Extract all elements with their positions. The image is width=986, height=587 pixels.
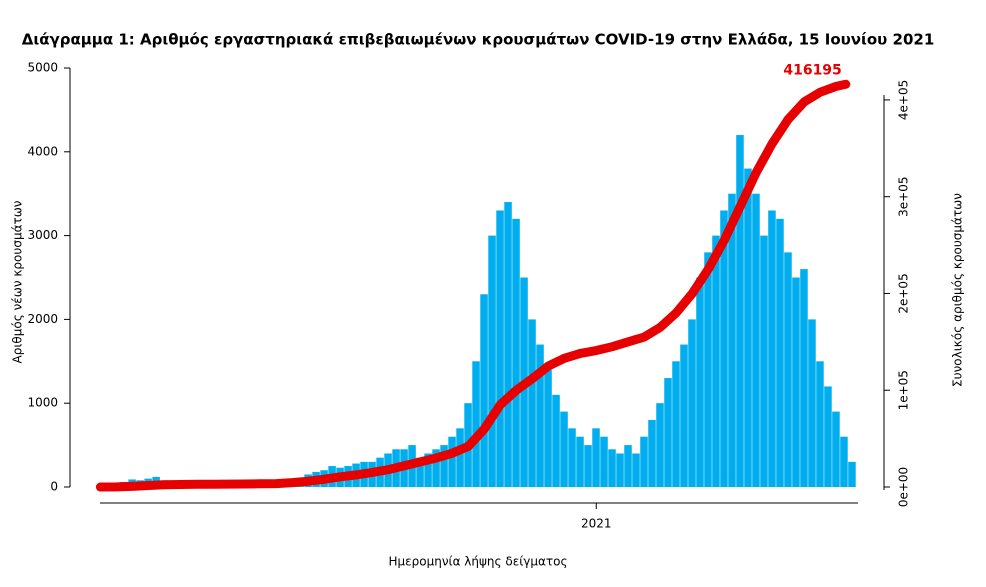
- bar: [736, 135, 744, 488]
- bar: [576, 436, 584, 487]
- bar: [744, 168, 752, 487]
- bar: [712, 235, 720, 487]
- bar: [528, 319, 536, 487]
- bar: [816, 361, 824, 487]
- y-tick-label: 1000: [27, 396, 58, 410]
- bar: [424, 453, 432, 487]
- bar: [496, 210, 504, 487]
- bar: [544, 369, 552, 487]
- bar: [768, 210, 776, 487]
- bar: [640, 436, 648, 487]
- y2-tick-label: 4e+05: [897, 80, 911, 120]
- y-axis-title: Αριθμός νέων κρουσμάτων: [11, 200, 25, 363]
- bar: [760, 235, 768, 487]
- bar: [832, 411, 840, 487]
- y2-tick-label: 2e+05: [897, 273, 911, 313]
- bar: [728, 193, 736, 487]
- y-tick-label: 4000: [27, 144, 58, 158]
- bar: [792, 277, 800, 487]
- bar: [552, 394, 560, 487]
- y-tick-label: 5000: [27, 61, 58, 75]
- y2-tick-label: 3e+05: [897, 177, 911, 217]
- x-tick-label: 2021: [581, 517, 612, 531]
- bar: [784, 252, 792, 487]
- bar: [672, 361, 680, 487]
- bar: [432, 449, 440, 487]
- bar: [800, 269, 808, 487]
- y-tick-label: 2000: [27, 312, 58, 326]
- bar: [824, 386, 832, 487]
- bar: [600, 436, 608, 487]
- x-axis-title: Ημερομηνία λήψης δείγματος: [388, 555, 567, 569]
- chart-title: Διάγραμμα 1: Αριθμός εργαστηριακά επιβεβ…: [22, 31, 935, 49]
- bar: [656, 403, 664, 487]
- bar: [648, 419, 656, 487]
- bar: [504, 202, 512, 487]
- bar: [776, 218, 784, 487]
- bar: [608, 449, 616, 487]
- bar: [512, 218, 520, 487]
- bar: [480, 294, 488, 487]
- bar: [616, 453, 624, 487]
- bar: [632, 453, 640, 487]
- bar: [440, 445, 448, 487]
- bar: [560, 411, 568, 487]
- data-label: 416195: [783, 62, 841, 78]
- bar: [664, 378, 672, 487]
- bar: [536, 344, 544, 487]
- bar: [696, 277, 704, 487]
- bar: [752, 193, 760, 487]
- bar: [680, 344, 688, 487]
- y2-tick-label: 1e+05: [897, 370, 911, 410]
- bar: [472, 361, 480, 487]
- y-tick-label: 0: [50, 480, 58, 494]
- bar: [840, 436, 848, 487]
- bar: [808, 319, 816, 487]
- y-tick-label: 3000: [27, 228, 58, 242]
- cumulative-line: [95, 79, 851, 492]
- bar: [848, 461, 856, 487]
- bar: [704, 252, 712, 487]
- y2-tick-label: 0e+00: [897, 467, 911, 507]
- bar: [568, 428, 576, 487]
- bar: [448, 436, 456, 487]
- bar: [592, 428, 600, 487]
- bar: [416, 457, 424, 487]
- bar: [584, 445, 592, 487]
- bar: [720, 210, 728, 487]
- bar: [688, 319, 696, 487]
- bar: [456, 428, 464, 487]
- bar: [488, 235, 496, 487]
- bar: [624, 445, 632, 487]
- y2-axis-title: Συνολικός αριθμός κρουσμάτων: [951, 193, 965, 387]
